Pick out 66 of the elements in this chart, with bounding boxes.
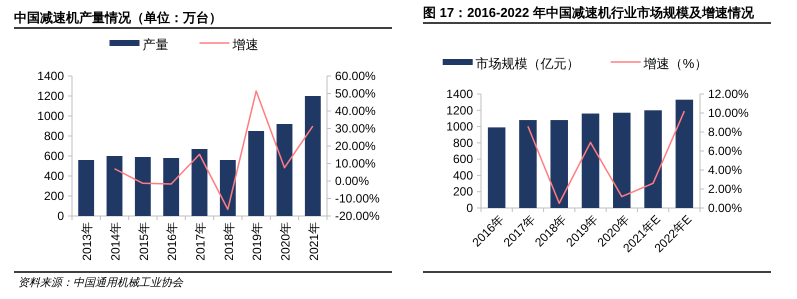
y-tick-label: 1200: [37, 89, 64, 103]
y2-tick-label: 10.00%: [708, 106, 750, 120]
x-tick-label: 2013年: [80, 222, 94, 261]
legend-label: 增速: [232, 37, 258, 52]
y2-tick-label: -20.00%: [335, 209, 380, 223]
y2-tick-label: 50.00%: [335, 86, 376, 100]
bar: [550, 120, 568, 208]
bar: [613, 112, 631, 208]
y-tick-label: 0: [57, 209, 64, 223]
y-tick-label: 400: [44, 169, 64, 183]
y2-tick-label: 6.00%: [708, 144, 742, 158]
chart-title: 图 17：2016-2022 年中国减速机行业市场规模及增速情况: [423, 5, 755, 20]
x-tick-label: 2017年: [194, 222, 208, 261]
x-tick-label: 2016年: [165, 222, 180, 261]
bar: [220, 160, 236, 216]
y2-tick-label: -10.00%: [335, 192, 380, 206]
text: 资料来源：中国通用机械工业协会: [18, 276, 184, 289]
y2-tick-label: 2.00%: [708, 182, 742, 196]
y-tick-label: 600: [452, 152, 474, 166]
y-tick-label: 200: [44, 189, 64, 203]
legend-label: 市场规模（亿元）: [476, 56, 580, 71]
y2-tick-label: 12.00%: [708, 87, 750, 101]
bar: [644, 110, 662, 208]
y2-tick-label: 30.00%: [335, 122, 376, 136]
y-tick-label: 800: [44, 129, 64, 143]
x-tick-label: 2021年: [306, 222, 321, 261]
line-series: [114, 90, 314, 210]
x-tick-label: 2020年: [278, 222, 292, 261]
legend-label: 增速（%）: [642, 56, 708, 71]
bar: [488, 127, 506, 208]
y-tick-label: 400: [452, 168, 474, 182]
y2-tick-label: 10.00%: [335, 156, 376, 170]
y-tick-label: 800: [452, 136, 474, 150]
y2-tick-label: 0.00%: [708, 201, 742, 215]
y2-tick-label: 40.00%: [335, 104, 376, 118]
legend-label: 产量: [142, 37, 168, 52]
y-tick-label: 600: [44, 149, 64, 163]
y-tick-label: 200: [452, 184, 474, 199]
x-tick-label: 2019年: [250, 222, 264, 261]
y-tick-label: 1000: [446, 120, 474, 134]
y-tick-label: 0: [466, 201, 474, 215]
chart-title: 中国减速机产量情况（单位：万台）: [14, 10, 222, 25]
y-tick-label: 1400: [37, 69, 64, 83]
bar: [134, 157, 151, 216]
x-tick-label: 2018年: [222, 222, 236, 261]
y-tick-label: 1400: [446, 87, 474, 101]
bar: [582, 114, 600, 208]
bar: [78, 160, 94, 216]
y2-tick-label: 60.00%: [335, 69, 376, 83]
bar: [248, 131, 264, 216]
bar: [106, 156, 122, 216]
x-tick-label: 2014年: [108, 222, 122, 261]
bar: [163, 158, 180, 216]
y2-tick-label: 4.00%: [708, 163, 742, 177]
y-tick-label: 1000: [37, 109, 64, 123]
bar: [676, 100, 694, 208]
y-tick-label: 1200: [446, 103, 474, 118]
bar: [304, 96, 321, 216]
bar: [276, 124, 292, 216]
y2-tick-label: 20.00%: [335, 139, 376, 153]
y2-tick-label: 8.00%: [708, 125, 742, 139]
bar: [192, 149, 208, 216]
x-tick-label: 2015年: [136, 222, 151, 261]
line-series: [527, 110, 686, 204]
y2-tick-label: 0.00%: [335, 174, 370, 188]
bar: [519, 120, 537, 208]
